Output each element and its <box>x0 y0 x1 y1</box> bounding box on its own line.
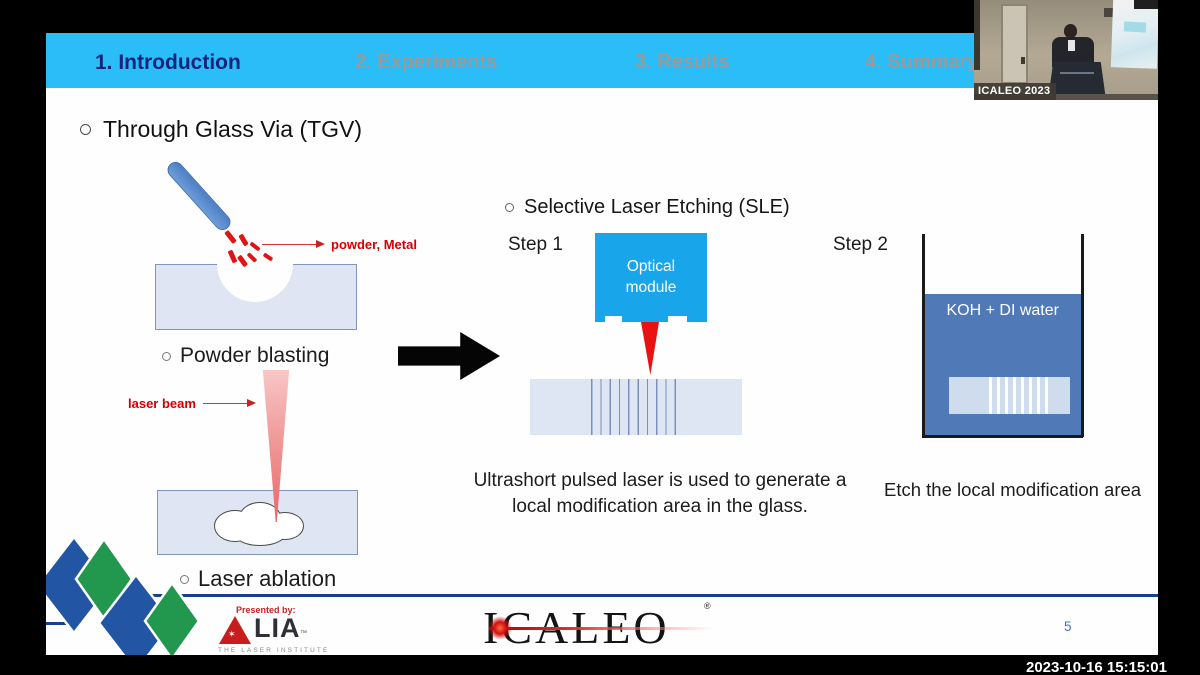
icaleo-laser-line <box>489 627 714 630</box>
ablation-caption: Laser ablation <box>198 566 337 591</box>
webcam-wall-edge <box>974 0 980 70</box>
modification-lines <box>583 379 679 435</box>
webcam-door <box>1001 4 1028 84</box>
icaleo-starburst-icon <box>488 616 512 640</box>
tab-results[interactable]: 3. Results <box>635 51 730 73</box>
webcam-view: ICALEO 2023 <box>974 0 1158 100</box>
optical-module-label: Optical module <box>625 257 677 296</box>
laser-arrow-line <box>203 403 247 404</box>
webcam-screen-content <box>1123 21 1147 33</box>
module-notch <box>605 316 622 323</box>
module-notch <box>668 316 687 323</box>
laser-arrow-icon <box>247 399 256 407</box>
webcam-door-handle <box>1021 57 1025 64</box>
beaker-wall <box>1081 234 1084 437</box>
webcam-projection-screen <box>1110 0 1158 69</box>
webcam-podium-emblem <box>1060 72 1094 74</box>
lia-tm: ™ <box>300 630 307 637</box>
webcam-wall-fixture <box>1104 8 1113 17</box>
lia-text: LIA <box>254 613 301 643</box>
step1-caption: Ultrashort pulsed laser is used to gener… <box>473 470 847 517</box>
slide-nav-bar <box>46 33 1158 88</box>
etched-lines <box>984 377 1048 414</box>
webcam-podium <box>1048 62 1106 100</box>
lia-triangle-icon <box>219 616 251 644</box>
etchant-label: KOH + DI water <box>946 302 1059 319</box>
sle-heading: Selective Laser Etching (SLE) <box>524 196 790 218</box>
bullet-icon <box>80 124 91 135</box>
beaker-bottom <box>922 435 1083 438</box>
laser-beam-label: laser beam <box>128 396 196 411</box>
footer-divider-line <box>46 594 1158 597</box>
page-number: 5 <box>1064 619 1072 634</box>
footer-divider-stub <box>46 622 76 625</box>
ablation-cloud <box>214 502 304 546</box>
optical-module-box: Optical module <box>595 233 707 322</box>
bullet-icon <box>180 574 189 584</box>
webcam-presenter-head <box>1064 24 1077 38</box>
tab-experiments[interactable]: 2. Experiments <box>355 51 498 73</box>
lia-subtext: THE LASER INSTITUTE <box>218 647 330 654</box>
step1-label: Step 1 <box>508 234 563 255</box>
powder-caption-row: Powder blasting <box>162 344 329 368</box>
step2-label: Step 2 <box>833 234 888 255</box>
presented-by-label: Presented by: <box>236 605 296 615</box>
powder-arrow-line <box>262 244 316 245</box>
icaleo-reg: ® <box>704 601 711 611</box>
webcam-floor <box>974 94 1158 100</box>
powder-arrow-icon <box>316 240 325 248</box>
bullet-icon <box>162 351 171 361</box>
decoration-diamonds <box>46 534 201 655</box>
beaker-wall <box>922 234 925 437</box>
ablation-caption-row: Laser ablation <box>180 566 336 592</box>
bullet-icon <box>505 203 514 212</box>
tab-introduction[interactable]: 1. Introduction <box>95 51 241 74</box>
tab-summary[interactable]: 4. Summary <box>865 51 979 73</box>
step2-caption: Etch the local modification area <box>884 479 1142 500</box>
slide-title-row: Through Glass Via (TGV) <box>80 116 362 143</box>
sle-heading-row: Selective Laser Etching (SLE) <box>505 196 790 219</box>
webcam-ceiling-shadow <box>1134 0 1158 9</box>
powder-caption: Powder blasting <box>180 344 330 367</box>
timestamp: 2023-10-16 15:15:01 <box>1026 659 1167 675</box>
powder-label: powder, Metal <box>331 237 417 252</box>
webcam-badge: ICALEO 2023 <box>974 83 1057 100</box>
webcam-presenter-shirt <box>1068 40 1075 51</box>
slide-title: Through Glass Via (TGV) <box>103 116 363 142</box>
lia-star-icon: ✶ <box>228 629 236 639</box>
